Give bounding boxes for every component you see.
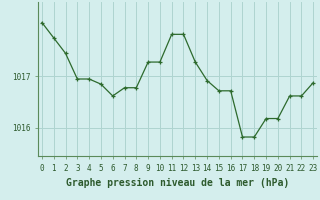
X-axis label: Graphe pression niveau de la mer (hPa): Graphe pression niveau de la mer (hPa): [66, 178, 289, 188]
